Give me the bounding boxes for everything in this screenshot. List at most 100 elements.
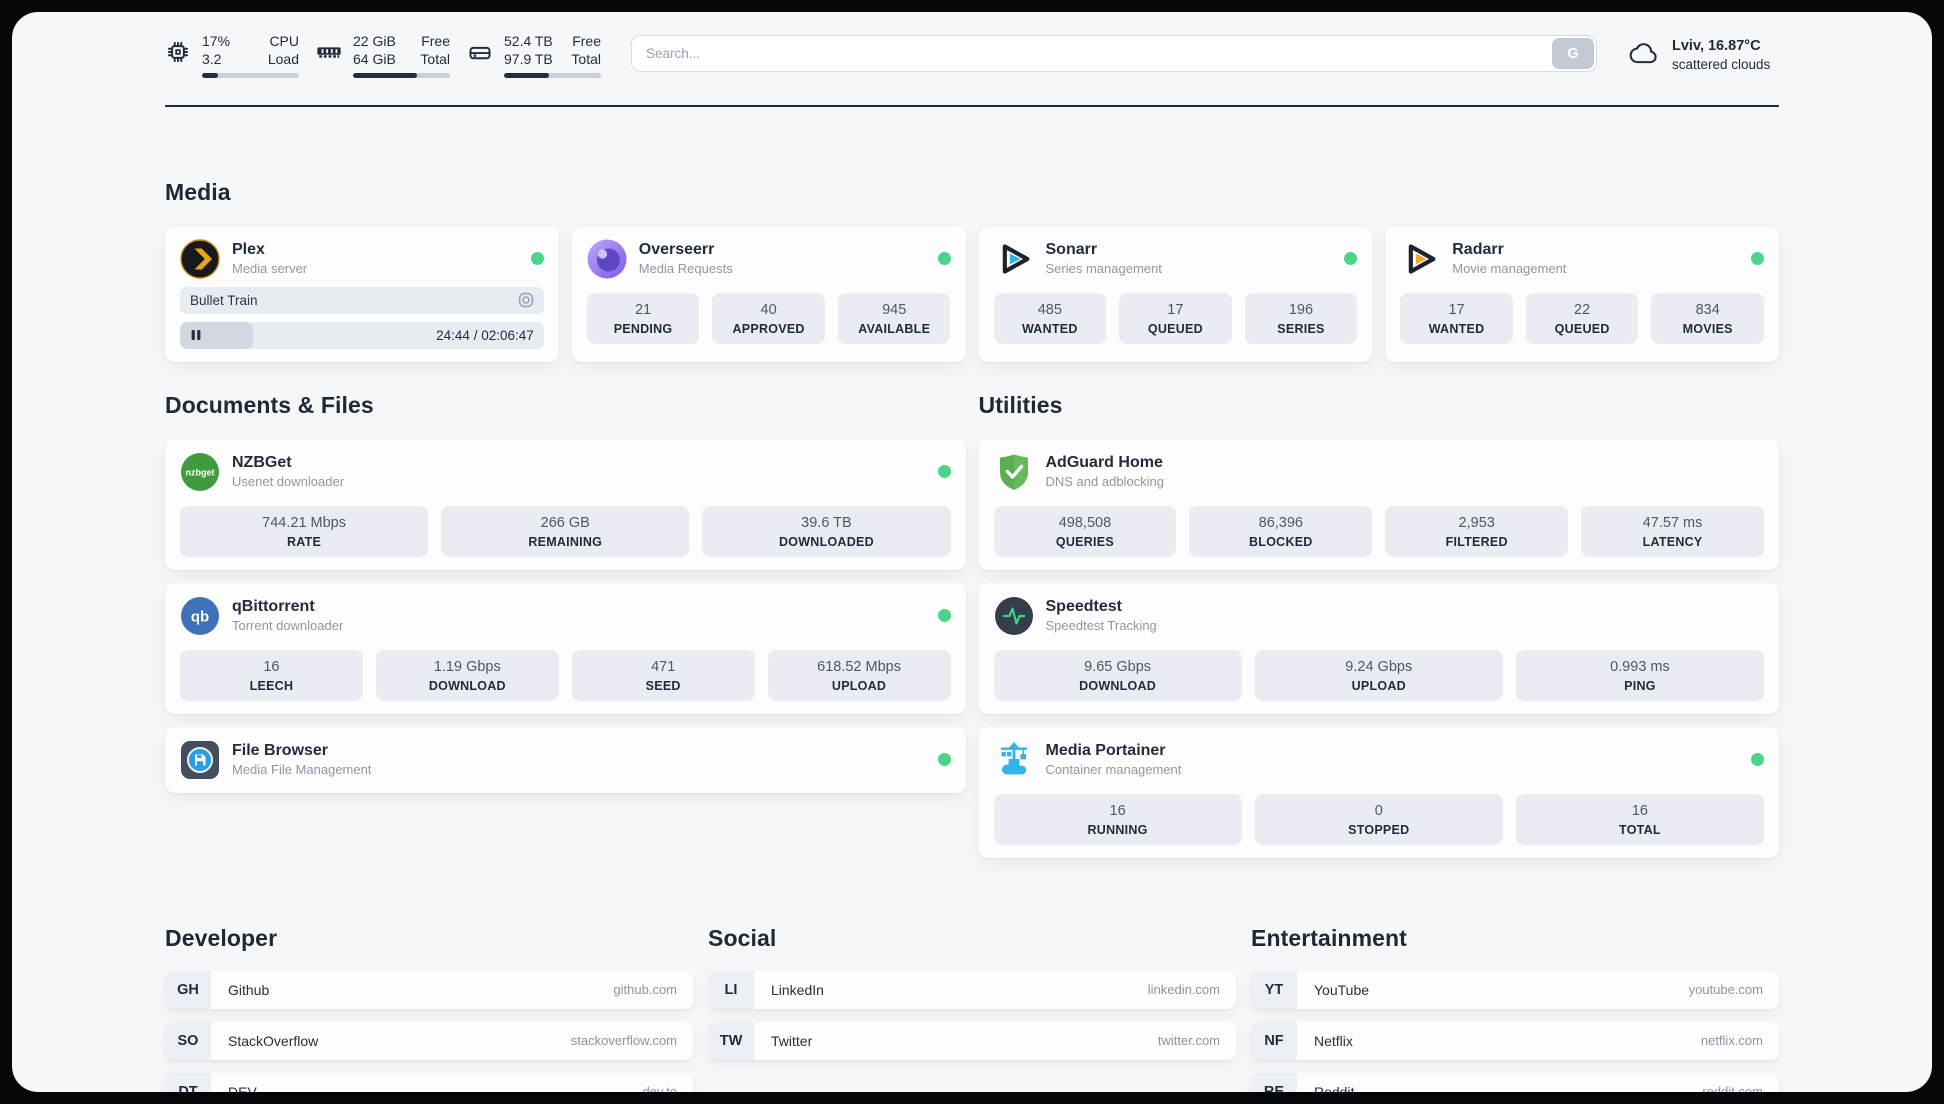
status-dot: [1751, 753, 1764, 767]
disk-progress-track: [504, 72, 601, 78]
bookmark-dev[interactable]: DT DEV dev.to: [165, 1072, 693, 1092]
bookmark-abbr: YT: [1251, 970, 1297, 1009]
stat-queries: 498,508 QUERIES: [993, 505, 1177, 557]
disk-total-value: 97.9 TB: [504, 51, 553, 68]
stat-movies: 834 MOVIES: [1651, 292, 1764, 344]
plex-icon: [180, 239, 220, 279]
app-card-sonarr[interactable]: Sonarr Series management 485 WANTED 17 QUE…: [978, 225, 1373, 362]
cpu-progress-fill: [202, 72, 219, 78]
svg-text:qb: qb: [191, 608, 209, 625]
bookmark-name: LinkedIn: [771, 981, 824, 998]
bookmark-name: Twitter: [771, 1032, 813, 1049]
entertainment-column: Entertainment YT YouTube youtube.com NF …: [1251, 925, 1779, 1092]
stat-approved: 40 APPROVED: [712, 292, 825, 344]
app-desc: DNS and adblocking: [1045, 474, 1165, 490]
expand-media-icon[interactable]: [518, 292, 534, 308]
app-card-plex[interactable]: Plex Media server Bullet Train: [165, 225, 559, 362]
cpu-icon: [167, 41, 189, 63]
playback-time: 24:44 / 02:06:47: [436, 327, 534, 343]
stat-series: 196 SERIES: [1244, 292, 1358, 344]
bookmark-abbr: LI: [708, 970, 754, 1009]
stat-upload: 9.24 Gbps UPLOAD: [1254, 649, 1503, 701]
disk-total-label: Total: [571, 51, 601, 68]
media-grid: Plex Media server Bullet Train: [165, 225, 1779, 362]
documents-column: Documents & Files nzbget NZBGet Usenet d…: [165, 392, 966, 871]
status-dot: [937, 753, 951, 767]
status-dot: [937, 609, 951, 623]
cpu-load-value: 3.2: [202, 51, 222, 68]
utilities-column: Utilities AdGuard Home DNS and adblockin…: [978, 391, 1779, 871]
app-title: AdGuard Home: [1045, 454, 1163, 472]
app-desc: Torrent downloader: [232, 618, 344, 634]
bookmark-name: Netflix: [1314, 1032, 1353, 1049]
bookmark-netflix[interactable]: NF Netflix netflix.com: [1251, 1021, 1779, 1060]
dashboard-panel: 17% 3.2 CPU Load: [12, 12, 1932, 1092]
app-desc: Media Requests: [638, 261, 733, 277]
bookmark-abbr: SO: [165, 1021, 211, 1060]
cpu-label: CPU: [269, 33, 299, 49]
app-title: File Browser: [232, 742, 329, 760]
nzbget-icon: nzbget: [181, 452, 219, 491]
now-playing-row: Bullet Train: [180, 286, 544, 314]
app-card-nzbget[interactable]: nzbget NZBGet Usenet downloader 744.21 M…: [165, 438, 966, 570]
playback-progress-row: 24:44 / 02:06:47: [180, 321, 544, 349]
stat-blocked: 86,396 BLOCKED: [1189, 505, 1373, 557]
weather-condition: scattered clouds: [1672, 57, 1771, 73]
bookmark-url: stackoverflow.com: [570, 1033, 677, 1049]
app-desc: Speedtest Tracking: [1045, 618, 1157, 634]
search-input[interactable]: [631, 35, 1597, 72]
social-column: Social LI LinkedIn linkedin.com TW Twitt…: [708, 925, 1236, 1092]
app-card-portainer[interactable]: Media Portainer Container management 16 R…: [978, 726, 1779, 858]
adguard-icon: [999, 454, 1028, 490]
sonarr-icon: [1002, 244, 1029, 274]
stat-download: 1.19 Gbps DOWNLOAD: [375, 649, 559, 701]
app-card-speedtest[interactable]: Speedtest Speedtest Tracking 9.65 Gbps DO…: [978, 582, 1779, 714]
app-title: Radarr: [1452, 241, 1504, 259]
stat-total: 16 TOTAL: [1515, 793, 1765, 845]
bookmark-twitter[interactable]: TW Twitter twitter.com: [708, 1021, 1236, 1060]
stat-available: 945 AVAILABLE: [837, 292, 951, 344]
speedtest-icon: [994, 596, 1033, 635]
stat-pending: 21 PENDING: [586, 292, 700, 344]
stat-latency: 47.57 ms LATENCY: [1581, 505, 1764, 557]
stat-rate: 744.21 Mbps RATE: [180, 505, 429, 557]
app-desc: Media File Management: [232, 762, 372, 778]
developer-column: Developer GH Github github.com SO StackO…: [165, 925, 693, 1092]
bookmark-github[interactable]: GH Github github.com: [165, 970, 693, 1009]
disk-free-label: Free: [572, 33, 601, 49]
status-dot: [1751, 252, 1764, 266]
app-card-filebrowser[interactable]: File Browser Media File Management: [165, 726, 966, 793]
bookmark-name: Reddit: [1314, 1083, 1355, 1092]
stat-wanted: 17 WANTED: [1400, 292, 1513, 344]
cpu-metric: 17% 3.2 CPU Load: [165, 32, 299, 78]
header-divider: [165, 104, 1779, 107]
weather-widget: Lviv, 16.87°C scattered clouds: [1627, 36, 1779, 74]
app-card-adguard[interactable]: AdGuard Home DNS and adblocking 498,508 Q…: [978, 438, 1779, 570]
memory-free-label: Free: [421, 33, 450, 49]
search-engine-button[interactable]: G: [1552, 38, 1594, 69]
app-desc: Container management: [1045, 762, 1182, 778]
cpu-load-label: Load: [267, 51, 299, 68]
memory-total-value: 64 GiB: [353, 51, 396, 68]
bookmark-reddit[interactable]: RE Reddit reddit.com: [1251, 1072, 1779, 1092]
app-title: Speedtest: [1045, 598, 1122, 616]
bookmark-linkedin[interactable]: LI LinkedIn linkedin.com: [708, 970, 1236, 1009]
filebrowser-icon: [181, 740, 219, 779]
app-desc: Movie management: [1452, 261, 1567, 277]
bookmark-name: DEV: [228, 1083, 257, 1092]
stat-wanted: 485 WANTED: [993, 292, 1107, 344]
bookmark-stackoverflow[interactable]: SO StackOverflow stackoverflow.com: [165, 1021, 693, 1060]
stat-seed: 471 SEED: [571, 649, 755, 701]
memory-progress-fill: [353, 72, 418, 78]
bookmark-abbr: NF: [1251, 1021, 1297, 1060]
section-title-utilities: Utilities: [978, 391, 1063, 418]
section-title-documents: Documents & Files: [165, 391, 374, 418]
search-bar: G: [631, 35, 1597, 72]
app-card-qbittorrent[interactable]: qb qBittorrent Torrent downloader 16 LEEC…: [165, 582, 966, 714]
app-card-overseerr[interactable]: Overseerr Media Requests 21 PENDING 40 APP…: [571, 225, 966, 362]
stat-leech: 16 LEECH: [180, 649, 363, 701]
bookmark-youtube[interactable]: YT YouTube youtube.com: [1251, 970, 1779, 1009]
app-card-radarr[interactable]: Radarr Movie management 17 WANTED 22 QUEUE…: [1385, 225, 1779, 362]
status-dot: [937, 252, 951, 266]
bookmark-abbr: DT: [165, 1072, 211, 1092]
